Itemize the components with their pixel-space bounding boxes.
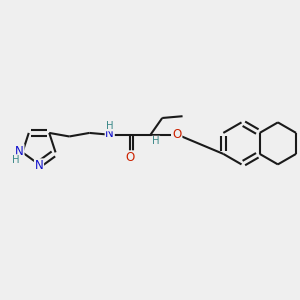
Text: N: N (105, 127, 114, 140)
Text: N: N (34, 159, 43, 172)
Text: H: H (152, 136, 160, 146)
Text: O: O (172, 128, 182, 141)
Text: H: H (12, 155, 20, 165)
Text: O: O (125, 151, 135, 164)
Text: H: H (106, 121, 113, 131)
Text: N: N (15, 145, 24, 158)
